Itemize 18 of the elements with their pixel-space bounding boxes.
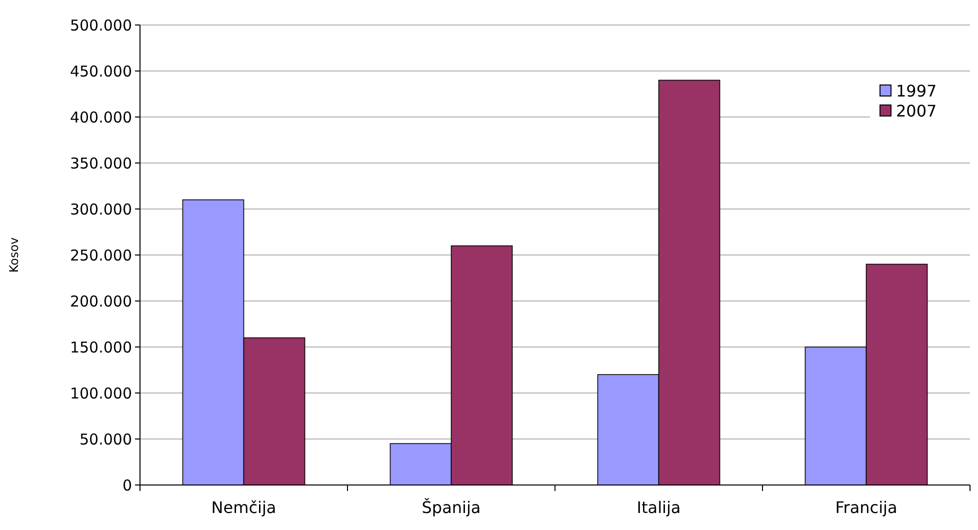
y-tick-label: 300.000 <box>70 200 132 218</box>
y-tick-label: 100.000 <box>70 384 132 402</box>
y-tick-label: 250.000 <box>70 246 132 264</box>
y-tick-label: 500.000 <box>70 16 132 34</box>
y-tick-label: 350.000 <box>70 154 132 172</box>
legend-label: 1997 <box>896 82 937 101</box>
y-tick-label: 50.000 <box>80 430 132 448</box>
x-tick-label: Nemčija <box>211 498 276 517</box>
x-tick-label: Italija <box>636 498 681 517</box>
y-tick-label: 200.000 <box>70 292 132 310</box>
y-axis-title: Kosov <box>7 237 21 273</box>
y-tick-label: 400.000 <box>70 108 132 126</box>
x-tick-label: Španija <box>422 498 481 517</box>
x-tick-label: Francija <box>835 498 898 517</box>
y-tick-label: 150.000 <box>70 338 132 356</box>
legend-label: 2007 <box>896 102 937 121</box>
y-tick-label: 450.000 <box>70 62 132 80</box>
y-tick-label: 0 <box>122 476 132 494</box>
